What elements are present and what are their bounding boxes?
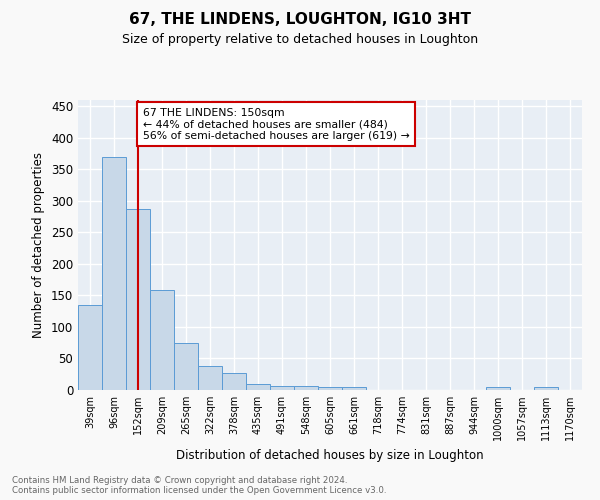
Bar bbox=[318, 388, 342, 390]
Text: 67 THE LINDENS: 150sqm
← 44% of detached houses are smaller (484)
56% of semi-de: 67 THE LINDENS: 150sqm ← 44% of detached… bbox=[143, 108, 410, 141]
Bar bbox=[198, 366, 222, 390]
Bar bbox=[102, 156, 126, 390]
Bar bbox=[78, 305, 102, 390]
Bar bbox=[150, 290, 174, 390]
Text: 67, THE LINDENS, LOUGHTON, IG10 3HT: 67, THE LINDENS, LOUGHTON, IG10 3HT bbox=[129, 12, 471, 28]
Bar bbox=[534, 388, 558, 390]
Bar bbox=[486, 388, 510, 390]
Bar bbox=[222, 373, 246, 390]
Bar bbox=[246, 384, 270, 390]
Bar bbox=[174, 342, 198, 390]
Bar bbox=[126, 209, 150, 390]
Bar bbox=[342, 387, 366, 390]
Y-axis label: Number of detached properties: Number of detached properties bbox=[32, 152, 46, 338]
Text: Size of property relative to detached houses in Loughton: Size of property relative to detached ho… bbox=[122, 32, 478, 46]
Bar bbox=[294, 386, 318, 390]
X-axis label: Distribution of detached houses by size in Loughton: Distribution of detached houses by size … bbox=[176, 448, 484, 462]
Bar bbox=[270, 386, 294, 390]
Text: Contains HM Land Registry data © Crown copyright and database right 2024.
Contai: Contains HM Land Registry data © Crown c… bbox=[12, 476, 386, 495]
